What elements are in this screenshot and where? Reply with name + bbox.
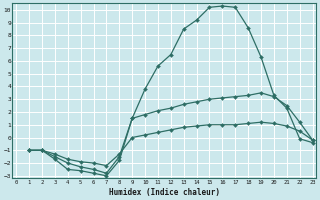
X-axis label: Humidex (Indice chaleur): Humidex (Indice chaleur) [109,188,220,197]
